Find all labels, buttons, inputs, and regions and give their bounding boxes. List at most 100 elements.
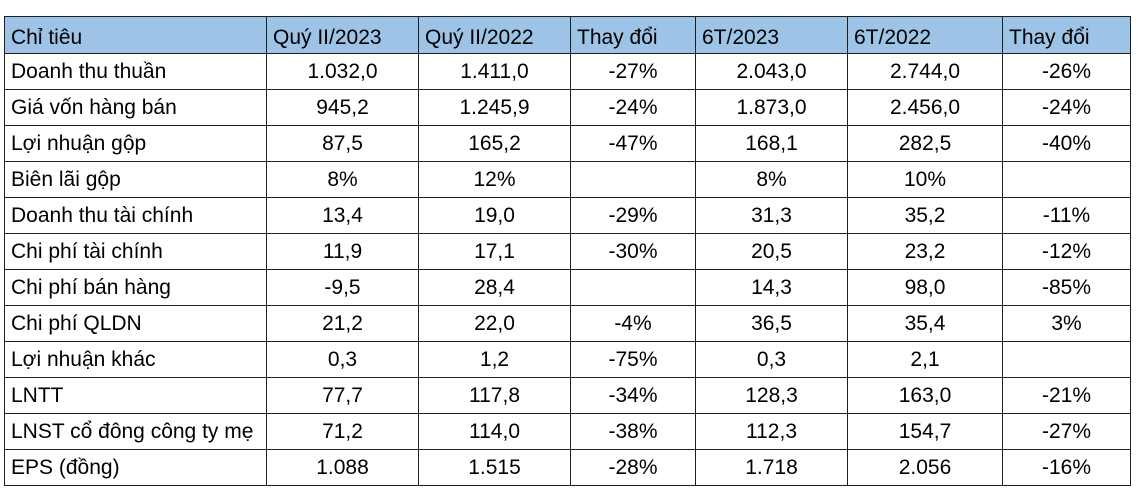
- 6m-2022-cell: 2.456,0: [847, 89, 1003, 126]
- quarter-change-cell: [570, 269, 696, 306]
- quarter-change-cell: -75%: [570, 341, 696, 378]
- 6m-change-cell: -11%: [1002, 197, 1131, 234]
- 6m-2023-cell: 1.873,0: [695, 89, 848, 126]
- quarter-change-cell: -27%: [570, 53, 696, 90]
- quarter-change-cell: [570, 161, 696, 198]
- row-label: Doanh thu thuần: [4, 53, 267, 90]
- table-row: Lợi nhuận gộp 87,5 165,2 -47% 168,1 282,5 -40%: [4, 125, 1131, 162]
- table-row: EPS (đồng) 1.088 1.515 -28% 1.718 2.056 -16%: [4, 449, 1131, 486]
- header-6m-change: Thay đổi: [1002, 16, 1131, 54]
- table-body: Doanh thu thuần 1.032,0 1.411,0 -27% 2.043,0…: [4, 53, 1131, 486]
- q2-2023-cell: 0,3: [266, 341, 419, 378]
- 6m-2023-cell: 8%: [695, 161, 848, 198]
- 6m-change-cell: [1002, 341, 1131, 378]
- q2-2022-cell: 114,0: [418, 413, 571, 450]
- header-quarter-change: Thay đổi: [570, 16, 696, 54]
- table-row: Doanh thu thuần 1.032,0 1.411,0 -27% 2.043,0…: [4, 53, 1131, 90]
- q2-2022-cell: 17,1: [418, 233, 571, 270]
- quarter-change-cell: -34%: [570, 377, 696, 414]
- quarter-change-cell: -47%: [570, 125, 696, 162]
- 6m-2023-cell: 1.718: [695, 449, 848, 486]
- row-label: Giá vốn hàng bán: [4, 89, 267, 126]
- q2-2022-cell: 1,2: [418, 341, 571, 378]
- header-6m-2023: 6T/2023: [695, 16, 848, 54]
- row-label: EPS (đồng): [4, 449, 267, 486]
- row-label: Chi phí tài chính: [4, 233, 267, 270]
- q2-2023-cell: 8%: [266, 161, 419, 198]
- 6m-change-cell: [1002, 161, 1131, 198]
- header-q2-2022: Quý II/2022: [418, 16, 571, 54]
- table-row: Lợi nhuận khác 0,3 1,2 -75% 0,3 2,1: [4, 341, 1131, 378]
- 6m-2023-cell: 128,3: [695, 377, 848, 414]
- 6m-change-cell: -26%: [1002, 53, 1131, 90]
- row-label: Lợi nhuận khác: [4, 341, 267, 378]
- row-label: Lợi nhuận gộp: [4, 125, 267, 162]
- row-label: Chi phí bán hàng: [4, 269, 267, 306]
- 6m-2023-cell: 0,3: [695, 341, 848, 378]
- q2-2022-cell: 117,8: [418, 377, 571, 414]
- table-row: Doanh thu tài chính 13,4 19,0 -29% 31,3 35,2-…: [4, 197, 1131, 234]
- q2-2023-cell: 945,2: [266, 89, 419, 126]
- table-header: Chỉ tiêu Quý II/2023 Quý II/2022 Thay đổ…: [4, 16, 1131, 54]
- 6m-2023-cell: 2.043,0: [695, 53, 848, 90]
- 6m-2022-cell: 2,1: [847, 341, 1003, 378]
- 6m-2023-cell: 20,5: [695, 233, 848, 270]
- table-row: Chi phí QLDN 21,2 22,0 -4% 36,5 35,4 3%: [4, 305, 1131, 342]
- table-row: Chi phí tài chính 11,9 17,1 -30% 20,5 23,2 -12…: [4, 233, 1131, 270]
- 6m-change-cell: -21%: [1002, 377, 1131, 414]
- q2-2022-cell: 19,0: [418, 197, 571, 234]
- q2-2023-cell: 87,5: [266, 125, 419, 162]
- 6m-2022-cell: 2.056: [847, 449, 1003, 486]
- financial-results-table: Chỉ tiêu Quý II/2023 Quý II/2022 Thay đổ…: [4, 16, 1131, 486]
- row-label: LNTT: [4, 377, 267, 414]
- 6m-change-cell: -16%: [1002, 449, 1131, 486]
- quarter-change-cell: -24%: [570, 89, 696, 126]
- quarter-change-cell: -28%: [570, 449, 696, 486]
- row-label: Doanh thu tài chính: [4, 197, 267, 234]
- 6m-2022-cell: 154,7: [847, 413, 1003, 450]
- q2-2023-cell: 1.088: [266, 449, 419, 486]
- 6m-change-cell: -27%: [1002, 413, 1131, 450]
- header-row: Chỉ tiêu Quý II/2023 Quý II/2022 Thay đổ…: [4, 16, 1131, 54]
- 6m-2023-cell: 112,3: [695, 413, 848, 450]
- 6m-2022-cell: 2.744,0: [847, 53, 1003, 90]
- 6m-2022-cell: 163,0: [847, 377, 1003, 414]
- 6m-2022-cell: 35,4: [847, 305, 1003, 342]
- table-row: LNTT 77,7 117,8 -34% 128,3 163,0 -21%: [4, 377, 1131, 414]
- 6m-2022-cell: 35,2: [847, 197, 1003, 234]
- 6m-change-cell: 3%: [1002, 305, 1131, 342]
- header-indicator: Chỉ tiêu: [4, 16, 267, 54]
- 6m-2022-cell: 98,0: [847, 269, 1003, 306]
- 6m-2022-cell: 282,5: [847, 125, 1003, 162]
- row-label: Chi phí QLDN: [4, 305, 267, 342]
- header-6m-2022: 6T/2022: [847, 16, 1003, 54]
- header-q2-2023: Quý II/2023: [266, 16, 419, 54]
- row-label: Biên lãi gộp: [4, 161, 267, 198]
- row-label: LNST cổ đông công ty mẹ: [4, 413, 267, 450]
- table-row: Giá vốn hàng bán 945,2 1.245,9 -24% 1.873,0 2…: [4, 89, 1131, 126]
- quarter-change-cell: -38%: [570, 413, 696, 450]
- 6m-change-cell: -12%: [1002, 233, 1131, 270]
- 6m-2023-cell: 168,1: [695, 125, 848, 162]
- 6m-change-cell: -85%: [1002, 269, 1131, 306]
- q2-2023-cell: 13,4: [266, 197, 419, 234]
- q2-2022-cell: 165,2: [418, 125, 571, 162]
- q2-2023-cell: 77,7: [266, 377, 419, 414]
- quarter-change-cell: -29%: [570, 197, 696, 234]
- 6m-2023-cell: 36,5: [695, 305, 848, 342]
- q2-2022-cell: 12%: [418, 161, 571, 198]
- quarter-change-cell: -30%: [570, 233, 696, 270]
- q2-2023-cell: 21,2: [266, 305, 419, 342]
- 6m-2023-cell: 14,3: [695, 269, 848, 306]
- q2-2022-cell: 1.245,9: [418, 89, 571, 126]
- q2-2023-cell: 11,9: [266, 233, 419, 270]
- 6m-2023-cell: 31,3: [695, 197, 848, 234]
- q2-2023-cell: 71,2: [266, 413, 419, 450]
- q2-2022-cell: 1.515: [418, 449, 571, 486]
- 6m-2022-cell: 23,2: [847, 233, 1003, 270]
- q2-2023-cell: 1.032,0: [266, 53, 419, 90]
- table-row: Chi phí bán hàng -9,5 28,4 14,3 98,0 -85%: [4, 269, 1131, 306]
- q2-2023-cell: -9,5: [266, 269, 419, 306]
- 6m-change-cell: -40%: [1002, 125, 1131, 162]
- q2-2022-cell: 22,0: [418, 305, 571, 342]
